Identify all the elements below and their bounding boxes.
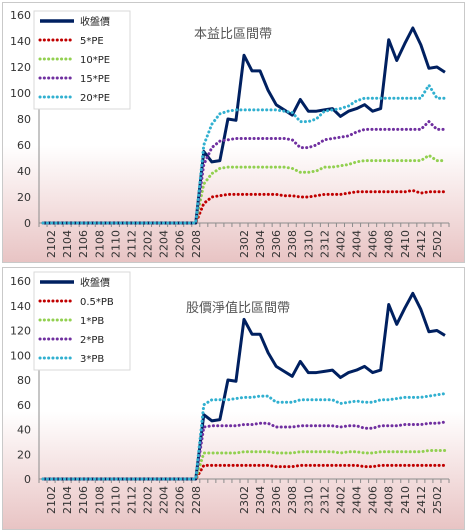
y-tick-label: 20 — [17, 448, 31, 461]
y-tick-label: 80 — [17, 113, 31, 126]
pe-band-chart-panel: 0 20 40 60 80 100 120 140 160 2102 2104 2106 2108 211… — [2, 2, 465, 263]
x-tick-label: 2312 — [318, 486, 331, 514]
y-tick-label: 0 — [24, 217, 31, 230]
x-tick-label: 2206 — [174, 486, 187, 514]
legend-box — [33, 10, 131, 110]
y-tick-label: 140 — [10, 35, 31, 48]
series-line-0 — [43, 26, 446, 225]
x-tick-label: 2402 — [334, 230, 347, 258]
series-line-2 — [41, 449, 447, 481]
x-tick-label: 2302 — [238, 486, 251, 514]
x-tick-label: 2112 — [125, 486, 138, 514]
legend-entry-label: 5*PE — [80, 36, 104, 47]
x-tick-label: 2102 — [45, 486, 58, 514]
x-tick-label: 2202 — [142, 486, 155, 514]
x-tick-label: 2204 — [158, 230, 171, 258]
y-tick-label: 0 — [24, 473, 31, 486]
x-tick-label: 2304 — [254, 230, 267, 258]
legend-entry-label: 10*PE — [80, 55, 110, 66]
x-tick-label: 2410 — [399, 486, 412, 514]
series-line-1 — [41, 189, 447, 225]
y-tick-label: 60 — [17, 399, 31, 412]
y-tick-label: 60 — [17, 139, 31, 152]
x-tick-label: 2502 — [431, 230, 444, 258]
legend-entry-label: 20*PE — [80, 93, 110, 104]
legend-entry-label: 1*PB — [80, 316, 104, 327]
x-tick-label: 2404 — [351, 230, 364, 258]
pe-legend: 收盤價 5*PE 10*PE 15*PE 20*PE — [33, 10, 131, 110]
series-line-2 — [41, 153, 447, 225]
y-tick-label: 80 — [17, 374, 31, 387]
legend-box — [33, 271, 131, 371]
x-tick-label: 2308 — [286, 230, 299, 258]
x-tick-label: 2206 — [174, 230, 187, 258]
x-tick-label: 2208 — [190, 486, 203, 514]
x-tick-label: 2412 — [415, 486, 428, 514]
series-line-1 — [41, 463, 447, 481]
series-line-4 — [41, 83, 447, 225]
x-tick-label: 2112 — [125, 230, 138, 258]
x-tick-label: 2404 — [351, 486, 364, 514]
x-tick-label: 2412 — [415, 230, 428, 258]
x-tick-label: 2106 — [77, 486, 90, 514]
pb-legend: 收盤價 0.5*PB 1*PB 2*PB 3*PB — [33, 271, 131, 371]
x-tick-label: 2312 — [318, 230, 331, 258]
x-tick-label: 2202 — [142, 230, 155, 258]
legend-entry-label: 收盤價 — [80, 15, 110, 28]
chart-title: 股價淨值比區間帶 — [186, 300, 290, 316]
x-tick-label: 2102 — [45, 230, 58, 258]
x-tick-label: 2502 — [431, 486, 444, 514]
legend-entry-label: 15*PE — [80, 74, 110, 85]
x-tick-label: 2306 — [270, 486, 283, 514]
y-tick-label: 40 — [17, 424, 31, 437]
x-tick-label: 2110 — [109, 486, 122, 514]
x-tick-label: 2104 — [61, 486, 74, 514]
x-tick-label: 2310 — [302, 486, 315, 514]
y-tick-label: 40 — [17, 165, 31, 178]
legend-entry-label: 2*PB — [80, 335, 104, 346]
x-tick-label: 2410 — [399, 230, 412, 258]
series-line-3 — [41, 120, 447, 225]
x-tick-label: 2106 — [77, 230, 90, 258]
x-tick-label: 2104 — [61, 230, 74, 258]
y-tick-label: 20 — [17, 191, 31, 204]
x-tick-label: 2208 — [190, 230, 203, 258]
y-tick-label: 100 — [10, 87, 31, 100]
legend-entry-label: 0.5*PB — [80, 297, 114, 308]
x-tick-label: 2302 — [238, 230, 251, 258]
x-tick-label: 2406 — [367, 230, 380, 258]
y-tick-label: 100 — [10, 349, 31, 362]
series-line-3 — [41, 420, 447, 481]
x-tick-label: 2204 — [158, 486, 171, 514]
x-tick-label: 2402 — [334, 486, 347, 514]
x-tick-label: 2108 — [93, 230, 106, 258]
x-tick-label: 2306 — [270, 230, 283, 258]
x-tick-label: 2308 — [286, 486, 299, 514]
x-tick-label: 2408 — [383, 486, 396, 514]
x-tick-label: 2304 — [254, 486, 267, 514]
legend-entry-label: 3*PB — [80, 354, 104, 365]
y-tick-label: 160 — [10, 9, 31, 22]
chart-title: 本益比區間帶 — [194, 27, 272, 42]
pb-band-chart-panel: 0 20 40 60 80 100 120 140 160 2102 2104 2106 2108 211… — [2, 267, 465, 530]
x-tick-label: 2110 — [109, 230, 122, 258]
y-tick-label: 120 — [10, 325, 31, 338]
series-line-0 — [43, 291, 446, 481]
x-tick-label: 2408 — [383, 230, 396, 258]
x-tick-label: 2108 — [93, 486, 106, 514]
series-line-4 — [41, 392, 447, 481]
x-tick-label: 2310 — [302, 230, 315, 258]
y-tick-label: 120 — [10, 61, 31, 74]
legend-entry-label: 收盤價 — [80, 276, 110, 289]
x-tick-label: 2406 — [367, 486, 380, 514]
y-tick-label: 140 — [10, 300, 31, 313]
y-tick-label: 160 — [10, 275, 31, 288]
